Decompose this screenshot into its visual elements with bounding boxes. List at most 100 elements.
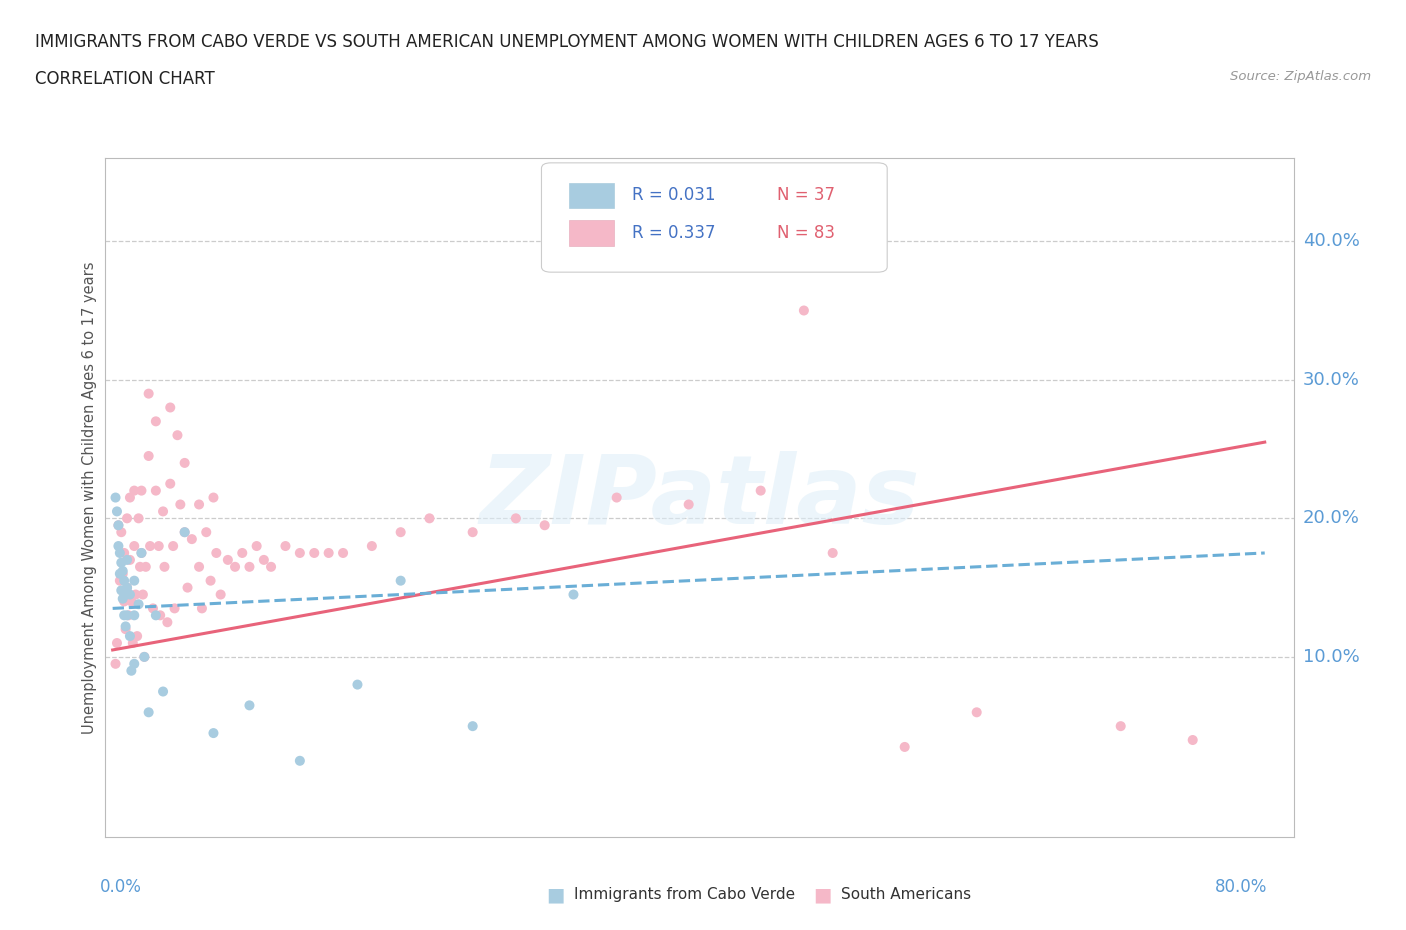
Point xyxy=(606,490,628,505)
Point xyxy=(224,559,246,574)
Point xyxy=(122,538,145,553)
Point xyxy=(107,518,129,533)
Point xyxy=(111,564,134,578)
Point xyxy=(112,608,135,623)
FancyBboxPatch shape xyxy=(541,163,887,272)
Point xyxy=(139,538,162,553)
Point xyxy=(505,511,527,525)
Point xyxy=(122,573,145,588)
Point xyxy=(253,552,276,567)
Point xyxy=(191,601,214,616)
Point xyxy=(389,573,412,588)
Text: Source: ZipAtlas.com: Source: ZipAtlas.com xyxy=(1230,70,1371,83)
Bar xyxy=(569,219,614,246)
Point xyxy=(122,657,145,671)
Point xyxy=(122,484,145,498)
Point xyxy=(238,559,260,574)
Point xyxy=(360,538,382,553)
Text: ZIPatlas: ZIPatlas xyxy=(479,451,920,544)
Point xyxy=(169,497,191,512)
Text: 20.0%: 20.0% xyxy=(1303,510,1360,527)
Point xyxy=(131,546,153,561)
Text: N = 37: N = 37 xyxy=(776,186,835,205)
Point xyxy=(166,428,188,443)
Point xyxy=(893,739,915,754)
Point xyxy=(138,705,160,720)
Text: IMMIGRANTS FROM CABO VERDE VS SOUTH AMERICAN UNEMPLOYMENT AMONG WOMEN WITH CHILD: IMMIGRANTS FROM CABO VERDE VS SOUTH AMER… xyxy=(35,33,1099,50)
Text: Immigrants from Cabo Verde: Immigrants from Cabo Verde xyxy=(574,887,794,902)
Point xyxy=(112,546,135,561)
Point xyxy=(110,555,132,570)
Text: ■: ■ xyxy=(813,885,832,904)
Point xyxy=(163,601,186,616)
Point xyxy=(145,414,167,429)
Point xyxy=(128,511,150,525)
Y-axis label: Unemployment Among Women with Children Ages 6 to 17 years: Unemployment Among Women with Children A… xyxy=(82,261,97,734)
Point xyxy=(188,559,211,574)
Point xyxy=(127,629,149,644)
Point xyxy=(288,753,311,768)
Point xyxy=(195,525,218,539)
Point xyxy=(112,594,135,609)
Point xyxy=(110,583,132,598)
Point xyxy=(110,525,132,539)
Point xyxy=(1109,719,1132,734)
Point xyxy=(205,546,228,561)
Point xyxy=(115,608,138,623)
Point xyxy=(111,591,134,606)
Point xyxy=(112,573,135,588)
Point xyxy=(202,725,225,740)
Point xyxy=(108,566,131,581)
Point xyxy=(105,504,128,519)
Point xyxy=(304,546,326,561)
Point xyxy=(125,587,148,602)
Point xyxy=(173,525,195,539)
Point xyxy=(120,594,142,609)
Text: 40.0%: 40.0% xyxy=(1303,232,1360,250)
Point xyxy=(288,546,311,561)
Text: R = 0.031: R = 0.031 xyxy=(631,186,716,205)
Point xyxy=(162,538,184,553)
Point xyxy=(793,303,815,318)
Point xyxy=(418,511,440,525)
Point xyxy=(148,538,170,553)
Point xyxy=(1181,733,1204,748)
Point xyxy=(104,657,127,671)
Point xyxy=(131,546,153,561)
Bar xyxy=(569,182,614,208)
Point xyxy=(678,497,700,512)
Point xyxy=(118,629,141,644)
Point xyxy=(118,587,141,602)
Point xyxy=(202,490,225,505)
Point xyxy=(145,484,167,498)
Point xyxy=(176,580,198,595)
Point xyxy=(145,608,167,623)
Point xyxy=(389,525,412,539)
Point xyxy=(114,619,136,634)
Point xyxy=(153,559,176,574)
Point xyxy=(131,484,153,498)
Point xyxy=(117,608,139,623)
Point xyxy=(217,552,239,567)
Point xyxy=(152,684,174,699)
Point xyxy=(129,559,152,574)
Text: South Americans: South Americans xyxy=(841,887,972,902)
Point xyxy=(134,649,156,664)
Point xyxy=(135,559,157,574)
Point xyxy=(461,525,484,539)
Point xyxy=(346,677,368,692)
Point xyxy=(533,518,555,533)
Point xyxy=(111,566,134,581)
Point xyxy=(120,663,142,678)
Text: 30.0%: 30.0% xyxy=(1303,371,1360,389)
Point xyxy=(318,546,340,561)
Point xyxy=(118,490,141,505)
Point xyxy=(107,518,129,533)
Point xyxy=(108,573,131,588)
Point xyxy=(115,580,138,595)
Point xyxy=(156,615,179,630)
Point xyxy=(132,587,155,602)
Point xyxy=(238,698,260,712)
Point xyxy=(821,546,844,561)
Point xyxy=(966,705,988,720)
